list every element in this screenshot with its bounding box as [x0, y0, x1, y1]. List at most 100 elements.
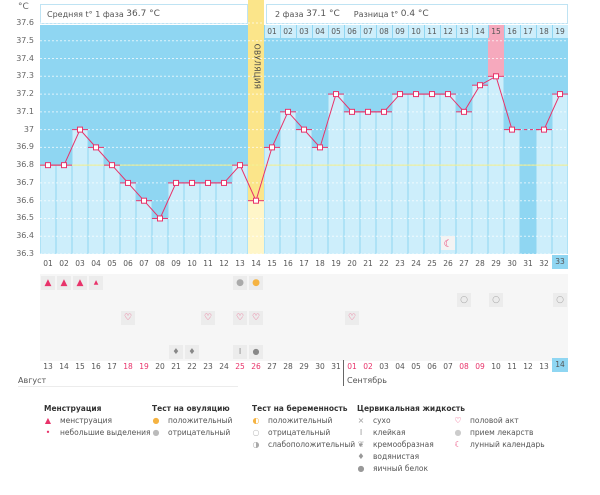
- temperature-point: [109, 162, 115, 169]
- x-tick-label: 22: [379, 259, 389, 268]
- intercourse-icon[interactable]: ♡: [249, 311, 263, 325]
- temperature-bar: [56, 165, 72, 254]
- calendar-date: 08: [459, 362, 469, 371]
- temperature-point: [333, 91, 339, 98]
- temperature-point: [381, 108, 387, 115]
- cervical-sticky-icon[interactable]: I: [233, 345, 247, 359]
- calendar-date: 30: [315, 362, 325, 371]
- calendar-date: 22: [187, 362, 197, 371]
- phase2-day-label: 04: [312, 25, 328, 38]
- calendar-date: 03: [379, 362, 389, 371]
- legend-label: положительный: [168, 416, 233, 425]
- phase2-day-label: 08: [376, 25, 392, 38]
- temperature-chart: ☾: [40, 0, 568, 260]
- legend-item: ● яичный белок: [355, 464, 429, 473]
- highlight-day-band: [488, 38, 504, 77]
- x-tick-label: 15: [267, 259, 277, 268]
- x-tick-label: 25: [427, 259, 437, 268]
- legend-item: ◑ слабоположительный: [250, 440, 356, 449]
- legend-item: ☾ лунный календарь: [452, 440, 544, 449]
- x-tick-label: 05: [107, 259, 117, 268]
- pill-icon[interactable]: ○: [489, 293, 503, 307]
- temperature-point: [461, 108, 467, 115]
- x-tick-label: 20: [347, 259, 357, 268]
- temperature-point: [413, 91, 419, 98]
- temperature-point: [429, 91, 435, 98]
- ovulation-test-positive-icon[interactable]: ●: [249, 276, 263, 290]
- light-spotting-icon: •: [45, 428, 51, 437]
- calendar-date: 16: [91, 362, 101, 371]
- calendar-date: 01: [347, 362, 357, 371]
- legend-item: × сухо: [355, 416, 391, 425]
- legend-item: ❦ кремообразная: [355, 440, 434, 449]
- calendar-date: 09: [475, 362, 485, 371]
- temperature-point: [173, 179, 179, 186]
- y-tick-label: 37.1: [16, 106, 34, 116]
- calendar-date: 27: [267, 362, 277, 371]
- cervical-egg-white-icon[interactable]: ●: [249, 345, 263, 359]
- intercourse-icon[interactable]: ♡: [121, 311, 135, 325]
- cervical-watery-icon[interactable]: ♦: [169, 345, 183, 359]
- phase2-day-label: 15: [488, 25, 504, 38]
- temperature-point: [445, 91, 451, 98]
- pill-icon[interactable]: ○: [457, 293, 471, 307]
- x-tick-label: 19: [331, 259, 341, 268]
- temperature-bar: [504, 129, 520, 254]
- calendar-date: 14: [552, 358, 568, 372]
- phase2-day-label: 19: [552, 25, 568, 38]
- temperature-point: [93, 144, 99, 151]
- menstruation-icon[interactable]: ▲: [73, 276, 87, 290]
- y-tick-label: 36.4: [16, 231, 34, 241]
- intercourse-icon[interactable]: ♡: [233, 311, 247, 325]
- row-pills: [40, 291, 568, 309]
- calendar-date: 19: [139, 362, 149, 371]
- moon-icon: ☾: [454, 440, 462, 449]
- temperature-point: [221, 179, 227, 186]
- temperature-bar: [136, 200, 152, 254]
- row-cervical: [40, 343, 568, 361]
- legend-label: небольшие выделения: [60, 428, 151, 437]
- temperature-point: [269, 144, 275, 151]
- menstruation-icon[interactable]: ▲: [57, 276, 71, 290]
- temperature-point: [157, 215, 163, 222]
- legend-label: положительный: [268, 416, 333, 425]
- intercourse-icon[interactable]: ♡: [201, 311, 215, 325]
- pregnancy-positive-icon: ◐: [252, 416, 260, 425]
- phase2-value: 37.1 °C: [306, 9, 340, 19]
- phase2-label: 2 фаза: [275, 9, 304, 19]
- temperature-bar: [232, 165, 248, 254]
- pregnancy-weak-positive-icon: ◑: [252, 440, 260, 449]
- month-august: Август: [18, 376, 47, 385]
- month-september: Сентябрь: [347, 376, 387, 385]
- x-tick-label: 07: [139, 259, 149, 268]
- legend-item: ◐ положительный: [250, 416, 333, 425]
- temperature-point: [141, 197, 147, 204]
- pill-icon[interactable]: ○: [553, 293, 567, 307]
- calendar-date: 13: [43, 362, 53, 371]
- temperature-bar: [536, 129, 552, 254]
- light-spotting-icon[interactable]: ▲: [89, 276, 103, 290]
- temperature-point: [61, 162, 67, 169]
- creamy-icon: ❦: [357, 440, 365, 449]
- x-tick-label: 27: [459, 259, 469, 268]
- legend-label: менструация: [60, 416, 112, 425]
- x-tick-label: 28: [475, 259, 485, 268]
- temperature-point: [541, 126, 547, 133]
- intercourse-icon[interactable]: ♡: [345, 311, 359, 325]
- cervical-watery-icon[interactable]: ♦: [185, 345, 199, 359]
- temperature-bar: [440, 94, 456, 254]
- legend-heading: Цервикальная жидкость: [357, 404, 466, 413]
- ovulation-test-negative-icon[interactable]: ●: [233, 276, 247, 290]
- x-tick-label: 02: [59, 259, 69, 268]
- temperature-point: [205, 179, 211, 186]
- x-tick-label: 17: [299, 259, 309, 268]
- phase2-day-label: 17: [520, 25, 536, 38]
- menstruation-icon[interactable]: ▲: [41, 276, 55, 290]
- temperature-bar: [392, 94, 408, 254]
- legend-label: отрицательный: [268, 428, 331, 437]
- temperature-point: [317, 144, 323, 151]
- x-tick-label: 32: [539, 259, 549, 268]
- y-tick-label: 36.6: [16, 195, 34, 205]
- temperature-bar: [408, 94, 424, 254]
- month-divider: [343, 360, 344, 386]
